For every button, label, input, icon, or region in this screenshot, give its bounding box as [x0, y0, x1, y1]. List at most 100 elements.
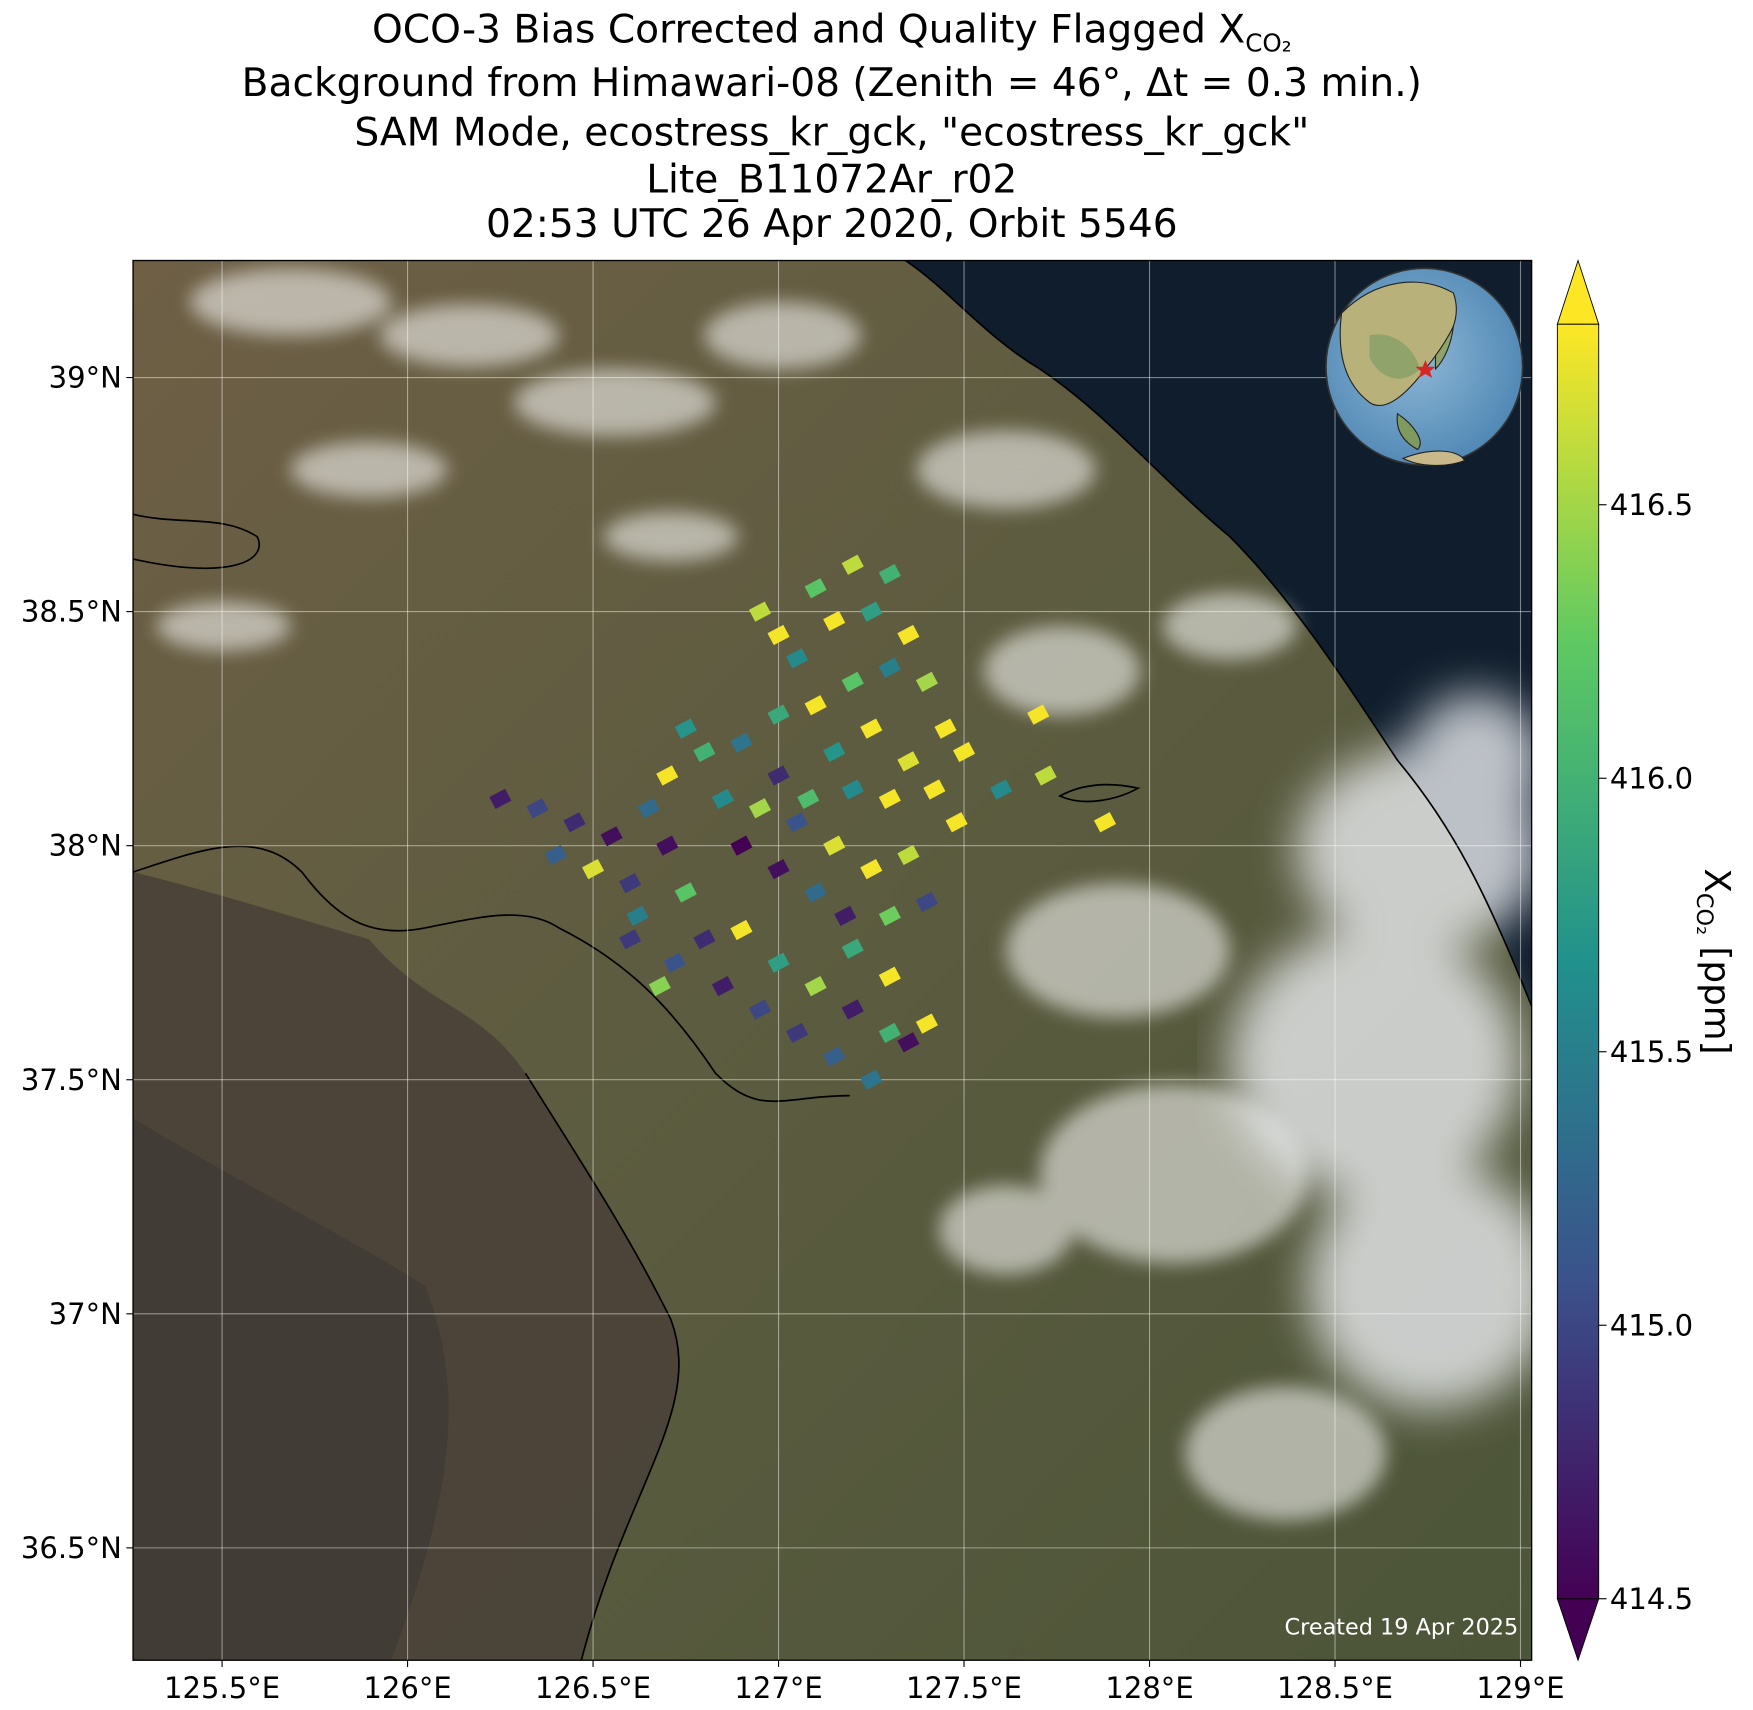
sounding: [563, 812, 586, 833]
sounding: [674, 718, 697, 739]
sounding: [897, 751, 920, 772]
sounding: [841, 938, 864, 959]
sounding: [841, 554, 864, 575]
sounding: [878, 905, 901, 927]
sounding: [619, 929, 642, 950]
colorbar-label-main: X: [1696, 868, 1737, 893]
sounding: [804, 975, 827, 997]
sounding: [897, 844, 920, 866]
colorbar: 414.5 415.0 415.5 416.0 416.5: [1556, 259, 1693, 1662]
subtitle: SAM Mode, ecostress_kr_gck, "ecostress_k…: [354, 110, 1309, 155]
sounding: [915, 1013, 938, 1034]
x-tick-label: 126.5°E: [535, 1671, 651, 1705]
sounding: [804, 882, 827, 903]
map-background: [133, 260, 1532, 1661]
sounding: [952, 741, 976, 763]
title-subscript: CO₂: [1245, 28, 1291, 57]
sounding: [693, 741, 716, 763]
sounding: [797, 788, 820, 809]
sounding: [767, 704, 790, 725]
colorbar-extend-top: [1556, 259, 1600, 325]
y-tick-label: 39°N: [49, 361, 122, 395]
sounding: [656, 765, 679, 786]
x-tick-label: 125.5°E: [164, 1671, 280, 1705]
subtitle: Background from Himawari-08 (Zenith = 46…: [242, 61, 1422, 106]
sounding: [934, 718, 957, 739]
map-frame: [132, 259, 1533, 1661]
sounding: [823, 1046, 846, 1067]
sounding: [1093, 812, 1117, 833]
y-tick-label: 37.5°N: [21, 1063, 122, 1097]
sounding: [489, 788, 512, 809]
sounding: [637, 798, 660, 819]
sounding: [767, 624, 790, 646]
sounding: [841, 671, 864, 692]
y-tick-label: 36.5°N: [21, 1531, 122, 1565]
x-tick-label: 128°E: [1105, 1671, 1193, 1705]
created-note: Created 19 Apr 2025: [1285, 1615, 1519, 1641]
colorbar-tick-label: 415.5: [1610, 1035, 1693, 1069]
sounding: [619, 873, 642, 894]
title-main: OCO-3 Bias Corrected and Quality Flagged…: [372, 8, 1245, 53]
sounding: [748, 798, 772, 819]
sounding: [767, 858, 790, 880]
sounding: [767, 952, 790, 973]
sounding: [804, 578, 827, 599]
x-tick-label: 129°E: [1476, 1671, 1564, 1705]
sounding: [915, 671, 938, 692]
sounding: [897, 1032, 920, 1053]
colorbar-extend-bottom: [1556, 1598, 1600, 1662]
sounding: [786, 812, 809, 833]
sounding: [582, 858, 605, 880]
sounding: [748, 601, 772, 622]
sounding: [748, 999, 772, 1020]
sounding: [626, 905, 649, 927]
x-tick-label: 126°E: [363, 1671, 451, 1705]
y-tick-label: 38°N: [49, 829, 122, 863]
sounding: [841, 999, 864, 1020]
sounding: [600, 826, 623, 847]
sounding: [730, 835, 753, 856]
sounding: [767, 765, 790, 786]
grid: [133, 260, 1532, 1661]
y-tick-label: 38.5°N: [21, 595, 122, 629]
colorbar-tick-label: 416.0: [1610, 761, 1693, 795]
sounding: [823, 610, 846, 632]
soundings: [489, 554, 1117, 1090]
colorbar-tick-label: 416.5: [1610, 488, 1693, 522]
sounding: [663, 952, 686, 973]
colorbar-label: XCO₂ [ppm]: [1691, 868, 1737, 1054]
sounding: [711, 788, 734, 809]
subtitle: Lite_B11072Ar_r02: [646, 157, 1017, 202]
sounding: [923, 779, 946, 800]
sounding: [1027, 704, 1050, 725]
sounding: [897, 624, 920, 646]
colorbar-label-unit: [ppm]: [1696, 935, 1737, 1055]
sounding: [823, 835, 846, 856]
colorbar-tick-label: 414.5: [1610, 1582, 1693, 1616]
inset-globe: [1325, 267, 1524, 466]
sounding: [526, 798, 549, 819]
y-tick-label: 37°N: [49, 1297, 122, 1331]
x-tick-label: 127°E: [734, 1671, 822, 1705]
colorbar-label-subscript: CO₂: [1691, 893, 1717, 935]
sounding: [656, 835, 679, 856]
sounding: [860, 858, 883, 880]
sounding: [860, 1069, 883, 1090]
sounding: [878, 564, 901, 585]
sounding: [860, 601, 883, 622]
sounding: [804, 695, 827, 716]
sounding: [878, 657, 901, 678]
sounding: [841, 779, 864, 800]
subtitle: 02:53 UTC 26 Apr 2020, Orbit 5546: [486, 202, 1178, 247]
sounding: [823, 741, 846, 763]
sounding: [878, 966, 901, 987]
sounding: [693, 929, 716, 950]
sounding: [711, 975, 734, 997]
colorbar-tick-label: 415.0: [1610, 1308, 1693, 1342]
x-tick-label: 128.5°E: [1277, 1671, 1393, 1705]
sounding: [1034, 765, 1057, 786]
sounding: [674, 882, 697, 903]
chart-title: OCO-3 Bias Corrected and Quality Flagged…: [372, 8, 1292, 58]
